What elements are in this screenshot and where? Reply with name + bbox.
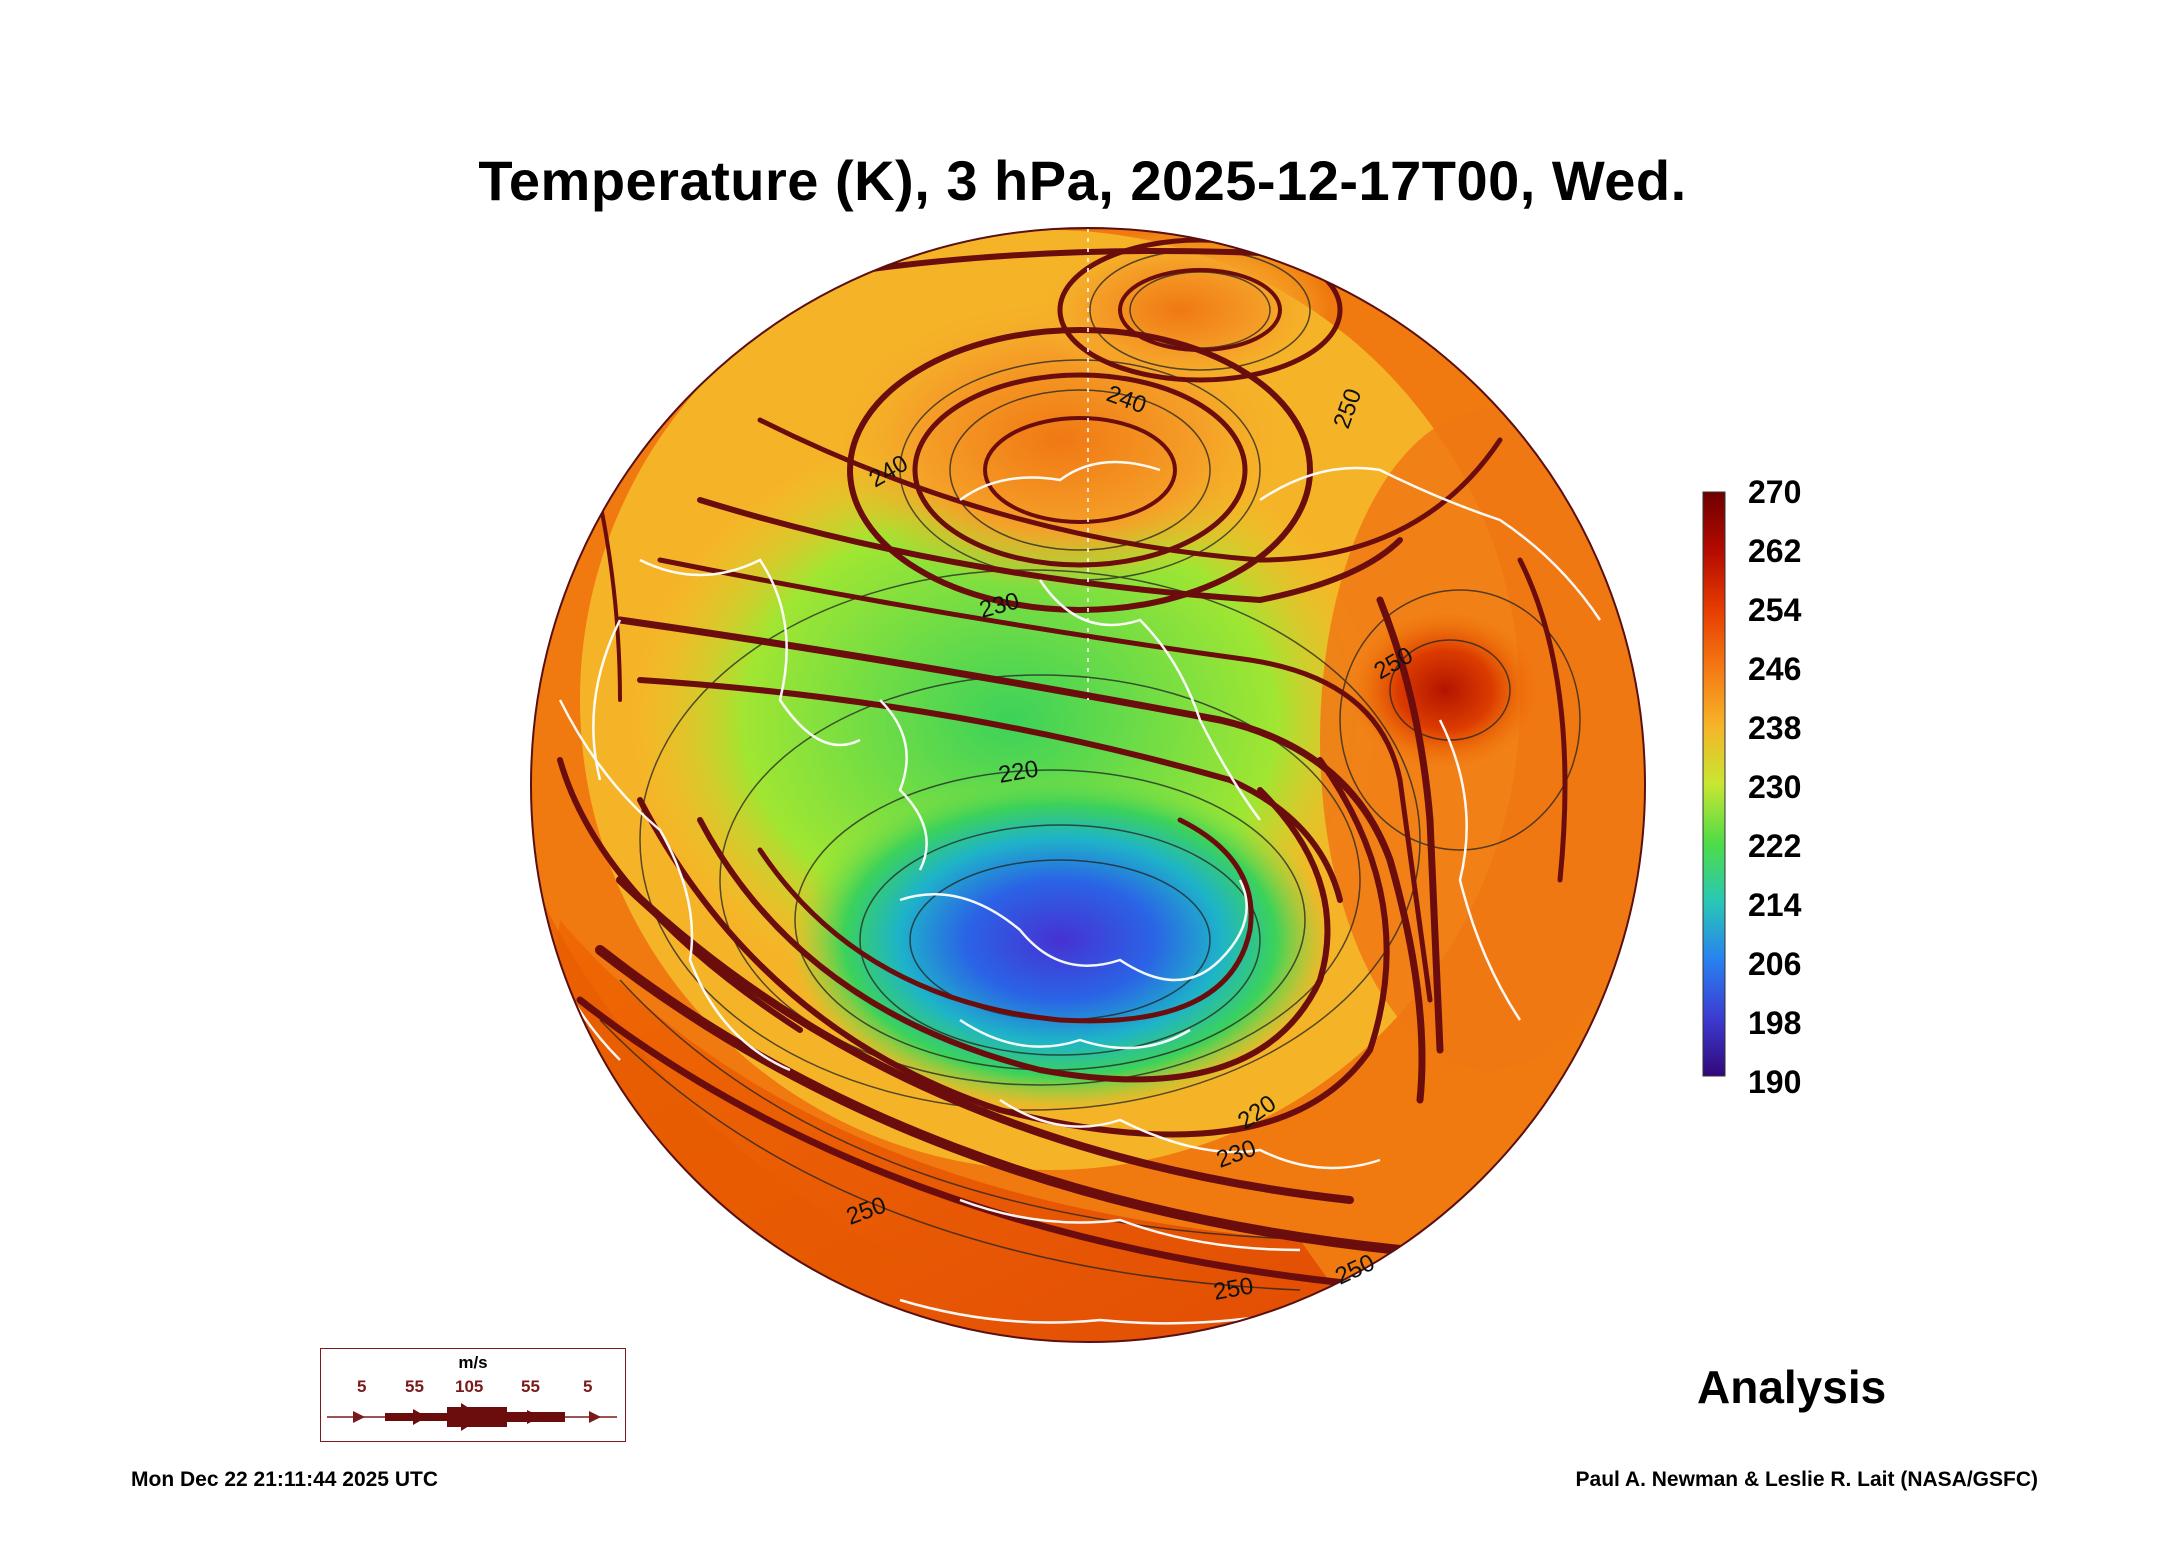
coastline: [959, 1018, 1191, 1050]
coastline: [999, 1098, 1381, 1170]
contour-line: [859, 824, 1261, 1056]
coastline: [899, 1298, 1301, 1325]
streamline: [657, 557, 1433, 1003]
streamline: [697, 787, 1331, 1083]
legend-speed-label: 55: [405, 1377, 424, 1396]
colorbar-tick-label: 230: [1748, 769, 1802, 805]
contour-line: [719, 674, 1361, 1086]
legend-arrow: [461, 1403, 483, 1431]
contour-line: [639, 569, 1421, 1111]
legend-arrow: [527, 1410, 541, 1424]
colorbar-tick-label: 214: [1748, 887, 1802, 923]
contour-line: [599, 1019, 1301, 1291]
colorbar-tick-label: 222: [1748, 828, 1802, 864]
streamline: [983, 416, 1177, 524]
coastline: [1438, 719, 1522, 1021]
streamline: [1517, 557, 1568, 883]
colorbar-tick-label: 254: [1748, 592, 1802, 628]
streamline: [616, 876, 1354, 1204]
colorbar-tick-label: 246: [1748, 651, 1802, 687]
coastline: [959, 460, 1161, 502]
coastline: [1038, 579, 1262, 821]
contour-line: [949, 389, 1211, 551]
coastline: [879, 699, 928, 871]
coastlines: [538, 460, 1602, 1325]
streamline: [757, 417, 1503, 563]
legend-unit: m/s: [458, 1353, 488, 1372]
streamline: [637, 677, 1343, 903]
coastline: [592, 619, 622, 781]
colorbar-tick-label: 190: [1748, 1064, 1802, 1100]
colorbar-tick-label: 206: [1748, 946, 1802, 982]
wind-speed-legend: m/s 5 55 105 55 5: [320, 1348, 626, 1442]
legend-speed-label: 55: [521, 1377, 540, 1396]
colorbar: [1702, 491, 1726, 1077]
streamline: [697, 497, 1403, 604]
streamline: [616, 616, 1426, 1104]
globe-outline: [530, 227, 1646, 1343]
colorbar-tick-label: 198: [1748, 1005, 1802, 1041]
coastline: [1259, 466, 1602, 621]
streamline: [1118, 268, 1282, 352]
legend-speed-label: 5: [583, 1377, 593, 1396]
streamline: [576, 996, 1424, 1294]
streamlines: [557, 228, 1568, 1294]
colorbar-tick-label: 270: [1748, 474, 1802, 510]
north-top-cell: [1030, 230, 1330, 390]
legend-speed-label: 105: [455, 1377, 484, 1396]
contour-line: [1339, 589, 1581, 851]
streamline: [637, 757, 1390, 1138]
contour-line: [619, 979, 1331, 1241]
streamline: [757, 817, 1254, 1024]
coastline: [899, 879, 1248, 982]
colorbar-tick-label: 238: [1748, 710, 1802, 746]
streamline: [847, 327, 1313, 613]
streamline: [557, 757, 803, 1033]
streamline: [912, 372, 1248, 568]
legend-arrow-graphic: [327, 1403, 617, 1431]
plot-title: Temperature (K), 3 hPa, 2025-12-17T00, W…: [478, 149, 1687, 212]
generated-timestamp: Mon Dec 22 21:11:44 2025 UTC: [131, 1468, 438, 1491]
legend-arrow: [353, 1411, 365, 1423]
analysis-label: Analysis: [1697, 1361, 1887, 1413]
credit-line: Paul A. Newman & Leslie R. Lait (NASA/GS…: [1575, 1468, 2038, 1491]
legend-speed-label: 5: [357, 1377, 367, 1396]
legend-arrow: [413, 1409, 427, 1425]
streamline: [595, 945, 1405, 1255]
warm-hotspot: [1350, 610, 1540, 770]
colorbar-tick-label: 262: [1748, 533, 1802, 569]
streamline: [1376, 596, 1444, 1054]
legend-arrow: [589, 1411, 601, 1423]
coastline: [639, 558, 861, 747]
coastline: [959, 1198, 1301, 1252]
coastline: [558, 699, 791, 1072]
